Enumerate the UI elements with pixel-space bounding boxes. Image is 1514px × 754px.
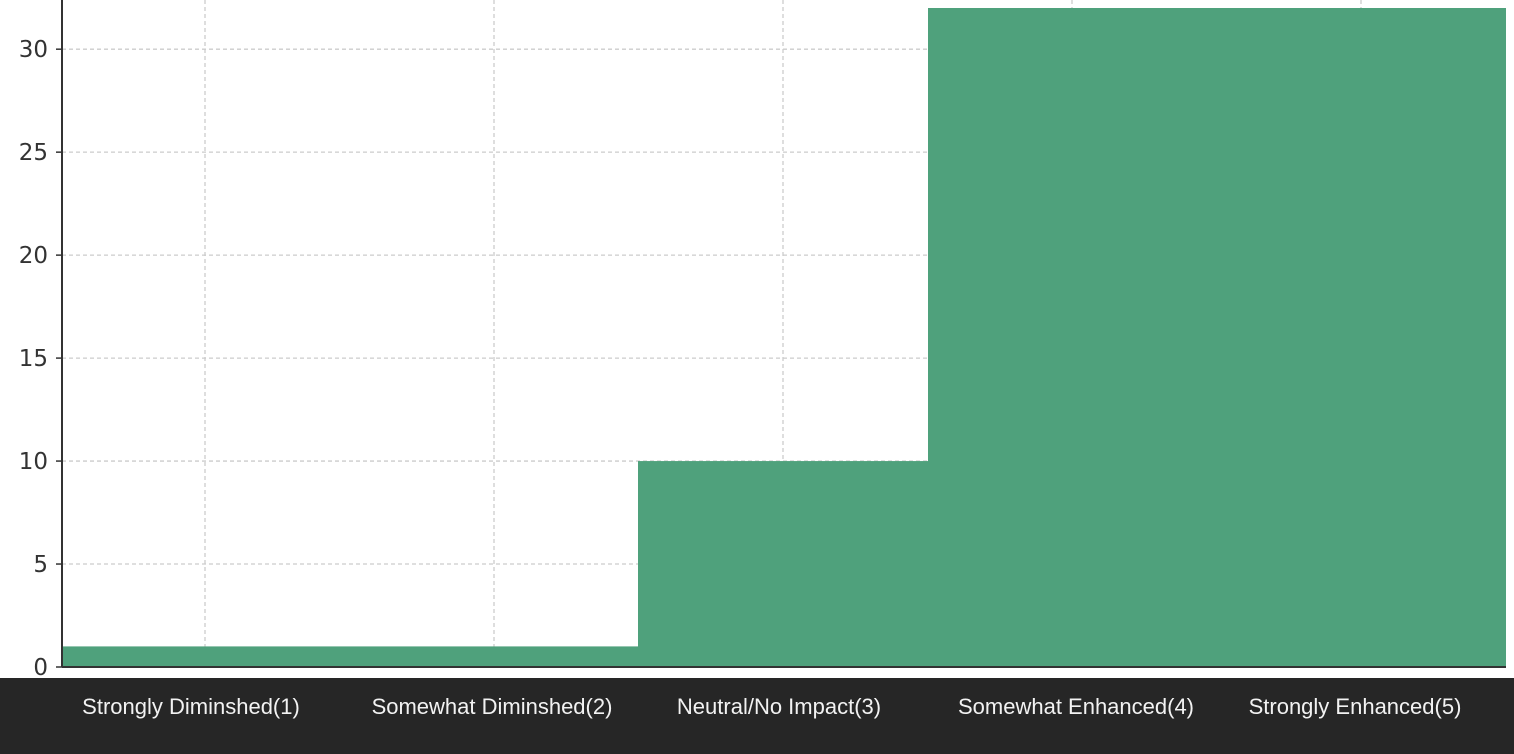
y-tick-label-5: 5: [33, 552, 48, 578]
y-tick-label-25: 25: [19, 140, 48, 166]
y-tick-label-20: 20: [19, 243, 48, 269]
area-step-1: [62, 646, 350, 667]
y-tick-label-15: 15: [19, 346, 48, 372]
area-step-5: [1216, 8, 1506, 667]
area-step-4: [928, 8, 1217, 667]
x-tick-label-4: Somewhat Enhanced(4): [957, 694, 1195, 719]
y-ticks: 0 5 10 15 20 25 30: [19, 37, 62, 678]
axes: [61, 0, 1506, 668]
area-step-3: [638, 461, 928, 667]
x-tick-label-5: Strongly Enhanced(5): [1248, 694, 1462, 719]
x-axis-label-bar: Strongly Diminshed(1) Somewhat Diminshed(…: [0, 678, 1514, 754]
y-tick-label-0: 0: [33, 655, 48, 678]
y-tick-label-10: 10: [19, 449, 48, 475]
area-steps: [62, 8, 1506, 667]
chart-area: 0 5 10 15 20 25 30: [19, 0, 1506, 678]
x-tick-label-2: Somewhat Diminshed(2): [371, 694, 613, 719]
area-step-2: [349, 646, 638, 667]
x-tick-label-1: Strongly Diminshed(1): [82, 694, 300, 719]
y-tick-label-30: 30: [19, 37, 48, 63]
x-tick-label-3: Neutral/No Impact(3): [676, 694, 882, 719]
